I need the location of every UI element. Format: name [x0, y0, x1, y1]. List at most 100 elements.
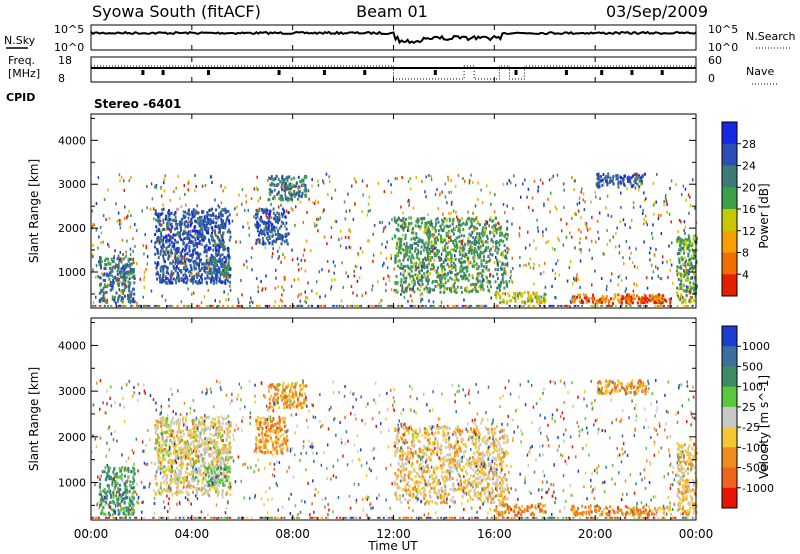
range-cell: [659, 276, 661, 280]
range-cell: [182, 242, 185, 246]
range-cell: [173, 247, 176, 251]
range-cell: [441, 265, 444, 268]
range-cell: [154, 245, 156, 249]
range-cell: [483, 265, 486, 269]
range-cell: [683, 228, 685, 232]
range-cell: [188, 249, 191, 253]
colorbar-tick-label: 8: [742, 247, 749, 260]
range-cell: [234, 207, 236, 211]
range-cell: [107, 188, 109, 192]
range-cell: [262, 230, 265, 234]
range-cell: [164, 253, 167, 256]
range-cell: [620, 205, 622, 209]
range-cell: [492, 245, 494, 249]
range-cell: [290, 187, 292, 191]
range-cell: [129, 257, 132, 261]
range-cell: [617, 298, 620, 302]
range-cell: [315, 292, 318, 296]
range-cell: [657, 267, 659, 270]
range-cell: [129, 480, 132, 484]
range-cell: [102, 278, 105, 282]
range-cell: [445, 231, 448, 235]
range-cell: [585, 236, 587, 240]
range-cell: [627, 175, 630, 179]
range-cell: [644, 214, 647, 218]
range-cell: [347, 192, 349, 196]
range-cell: [112, 281, 115, 285]
range-cell: [280, 234, 283, 238]
range-cell: [685, 240, 688, 244]
range-cell: [272, 207, 275, 211]
range-cell: [169, 482, 172, 486]
range-cell: [148, 304, 151, 307]
range-cell: [206, 248, 209, 252]
range-cell: [124, 263, 127, 267]
range-cell: [104, 466, 107, 470]
range-cell: [514, 304, 517, 307]
range-cell: [197, 273, 200, 277]
range-cell: [477, 245, 480, 249]
range-cell: [209, 246, 212, 250]
range-cell: [397, 223, 400, 227]
range-cell: [396, 177, 398, 181]
range-cell: [115, 277, 118, 281]
date-title: 03/Sep/2009: [606, 2, 708, 21]
colorbar-segment: [722, 274, 737, 297]
y-tick-label: 3000: [58, 178, 86, 191]
range-cell: [365, 291, 367, 295]
range-cell: [349, 230, 352, 234]
range-cell: [115, 291, 118, 295]
range-cell: [271, 240, 274, 244]
range-cell: [655, 247, 657, 251]
range-cell: [124, 272, 127, 275]
range-cell: [317, 229, 319, 233]
range-cell: [484, 220, 487, 224]
range-cell: [467, 242, 469, 246]
range-cell: [385, 256, 388, 260]
range-cell: [566, 279, 569, 283]
range-cell: [132, 503, 135, 507]
range-cell: [632, 289, 635, 293]
range-cell: [102, 240, 104, 244]
range-cell: [157, 256, 160, 260]
range-cell: [277, 177, 280, 181]
range-cell: [162, 218, 164, 222]
range-cell: [686, 274, 689, 278]
range-cell: [125, 276, 128, 279]
range-cell: [620, 279, 623, 283]
range-cell: [650, 263, 653, 267]
range-cell: [261, 242, 264, 246]
range-cell: [648, 294, 651, 298]
range-cell: [460, 234, 463, 238]
range-cell: [225, 273, 228, 276]
range-cell: [458, 245, 461, 249]
range-cell: [294, 193, 297, 197]
range-cell: [476, 253, 479, 257]
range-cell: [111, 274, 114, 278]
range-cell: [443, 217, 446, 220]
range-cell: [215, 244, 218, 247]
range-cell: [327, 192, 329, 196]
range-cell: [422, 239, 424, 243]
range-cell: [189, 233, 192, 237]
range-cell: [269, 177, 272, 181]
range-cell: [222, 280, 225, 284]
range-cell: [591, 215, 593, 219]
range-cell: [217, 237, 220, 241]
range-cell: [625, 304, 628, 307]
range-cell: [283, 183, 286, 187]
range-cell: [259, 196, 261, 200]
range-cell: [133, 300, 136, 304]
range-cell: [170, 478, 173, 482]
range-cell: [94, 304, 97, 307]
range-cell: [602, 173, 605, 177]
range-cell: [123, 179, 125, 183]
range-cell: [619, 220, 621, 224]
range-cell: [555, 296, 557, 300]
range-cell: [510, 270, 512, 274]
range-cell: [167, 272, 169, 276]
range-cell: [268, 217, 271, 221]
range-cell: [690, 254, 693, 258]
range-cell: [290, 177, 293, 181]
range-cell: [469, 243, 472, 247]
